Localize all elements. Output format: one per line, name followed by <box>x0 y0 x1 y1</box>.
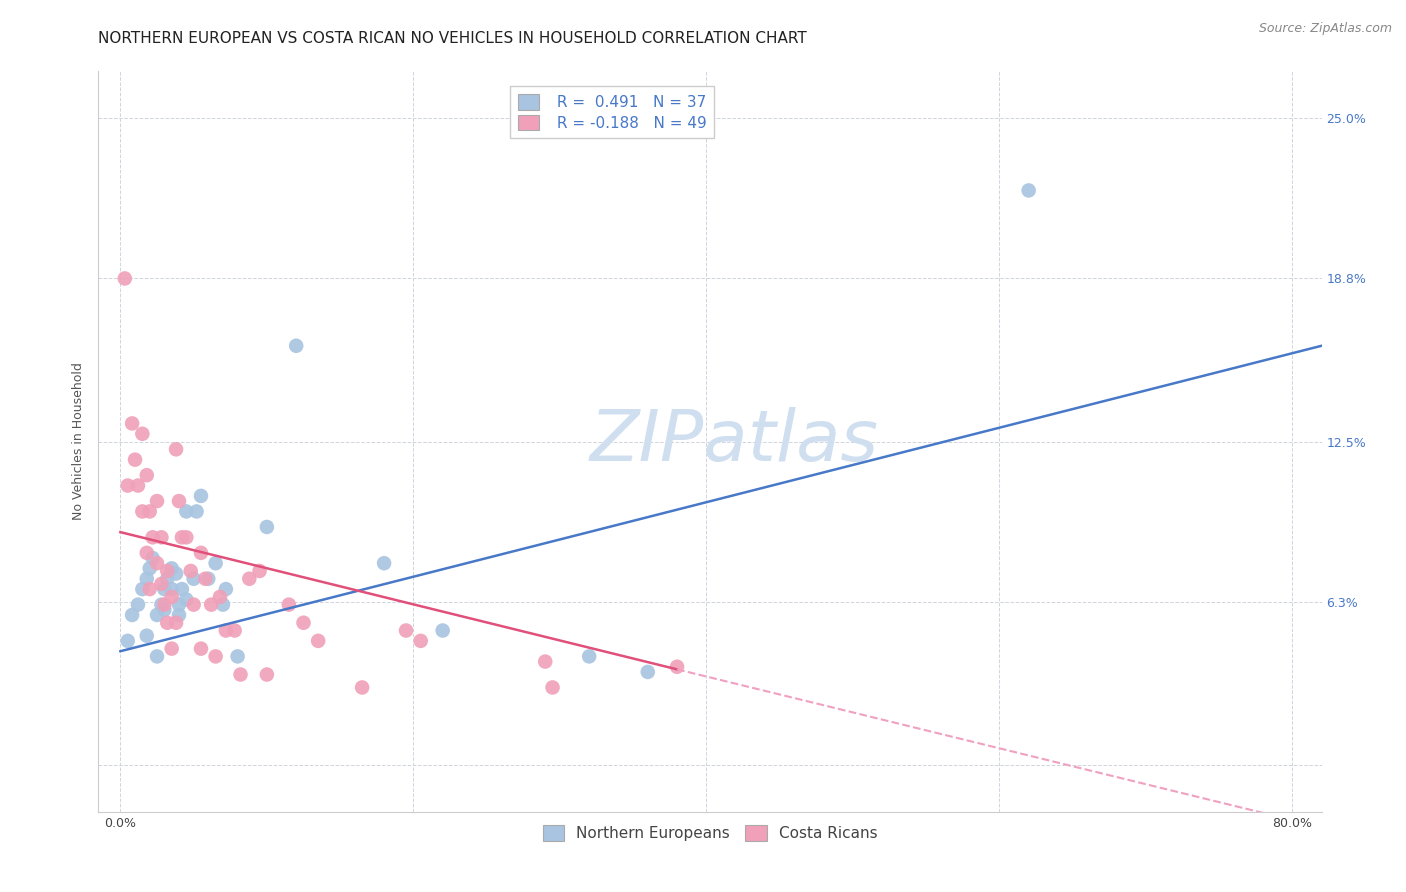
Point <box>352 681 374 695</box>
Point <box>176 592 198 607</box>
Point <box>153 582 176 596</box>
Point <box>197 572 219 586</box>
Point <box>666 659 689 673</box>
Point <box>117 478 139 492</box>
Point <box>208 590 231 604</box>
Point <box>215 582 238 596</box>
Point <box>180 564 202 578</box>
Point <box>124 452 146 467</box>
Point <box>165 566 187 581</box>
Point <box>138 561 160 575</box>
Point <box>165 442 187 457</box>
Point <box>160 582 183 596</box>
Point <box>190 641 212 656</box>
Point <box>170 530 193 544</box>
Point <box>156 572 179 586</box>
Point <box>160 641 183 656</box>
Text: ZIPatlas: ZIPatlas <box>591 407 879 476</box>
Point <box>226 649 249 664</box>
Point <box>183 598 205 612</box>
Point <box>146 494 169 508</box>
Point <box>277 598 299 612</box>
Point <box>212 598 235 612</box>
Text: Source: ZipAtlas.com: Source: ZipAtlas.com <box>1258 22 1392 36</box>
Point <box>138 504 160 518</box>
Point <box>186 504 208 518</box>
Point <box>190 489 212 503</box>
Point <box>373 556 395 570</box>
Point <box>292 615 315 630</box>
Point <box>146 607 169 622</box>
Point <box>167 607 190 622</box>
Point <box>204 649 226 664</box>
Point <box>142 551 165 566</box>
Point <box>160 590 183 604</box>
Point <box>135 546 157 560</box>
Point <box>117 633 139 648</box>
Y-axis label: No Vehicles in Household: No Vehicles in Household <box>72 363 86 520</box>
Point <box>183 572 205 586</box>
Text: NORTHERN EUROPEAN VS COSTA RICAN NO VEHICLES IN HOUSEHOLD CORRELATION CHART: NORTHERN EUROPEAN VS COSTA RICAN NO VEHI… <box>98 31 807 46</box>
Point <box>138 582 160 596</box>
Point <box>150 577 173 591</box>
Point <box>249 564 271 578</box>
Point <box>224 624 246 638</box>
Point <box>146 649 169 664</box>
Point <box>285 339 308 353</box>
Point <box>165 615 187 630</box>
Point <box>114 271 136 285</box>
Point <box>135 572 157 586</box>
Point <box>204 556 226 570</box>
Point <box>395 624 418 638</box>
Point <box>121 417 143 431</box>
Point <box>135 629 157 643</box>
Point <box>156 564 179 578</box>
Point <box>156 615 179 630</box>
Point <box>131 582 153 596</box>
Point <box>131 504 153 518</box>
Point <box>541 681 564 695</box>
Point <box>307 633 329 648</box>
Point <box>146 556 169 570</box>
Point <box>150 530 173 544</box>
Point <box>215 624 238 638</box>
Point <box>176 530 198 544</box>
Point <box>194 572 217 586</box>
Point <box>432 624 454 638</box>
Point <box>135 468 157 483</box>
Point <box>167 494 190 508</box>
Point <box>190 546 212 560</box>
Point <box>121 607 143 622</box>
Point <box>167 598 190 612</box>
Point <box>176 504 198 518</box>
Point <box>153 603 176 617</box>
Point <box>1018 183 1040 197</box>
Point <box>200 598 222 612</box>
Point <box>637 665 659 679</box>
Point <box>238 572 260 586</box>
Point <box>160 561 183 575</box>
Point <box>170 582 193 596</box>
Legend: Northern Europeans, Costa Ricans: Northern Europeans, Costa Ricans <box>534 817 886 848</box>
Point <box>150 598 173 612</box>
Point <box>153 598 176 612</box>
Point <box>534 655 557 669</box>
Point <box>409 633 432 648</box>
Point <box>229 667 252 681</box>
Point <box>578 649 600 664</box>
Point <box>131 426 153 441</box>
Point <box>256 667 278 681</box>
Point <box>142 530 165 544</box>
Point <box>127 478 149 492</box>
Point <box>127 598 149 612</box>
Point <box>256 520 278 534</box>
